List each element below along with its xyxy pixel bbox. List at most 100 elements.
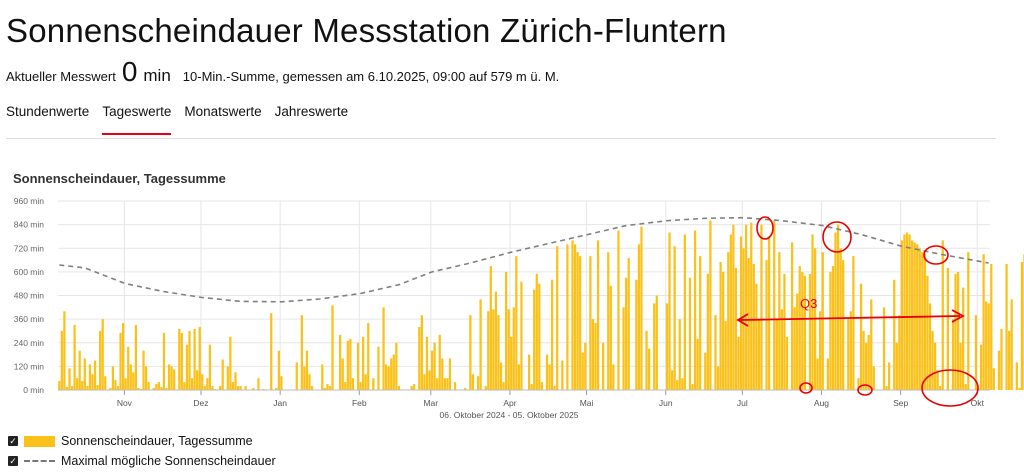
sunshine-bar <box>921 252 924 390</box>
sunshine-bar <box>849 311 852 390</box>
sunshine-bar <box>190 378 194 390</box>
sunshine-bar <box>382 307 385 390</box>
sunshine-bar <box>499 362 503 390</box>
sunshine-bar <box>303 366 306 390</box>
sunshine-bar <box>109 388 112 390</box>
sunshine-bar <box>231 382 235 390</box>
sunshine-bar <box>410 386 413 390</box>
sunshine-bar <box>476 376 480 390</box>
sunshine-bar <box>70 386 74 390</box>
sunshine-bar <box>234 372 237 390</box>
sunshine-bar <box>793 307 796 390</box>
sunshine-bar <box>221 359 224 390</box>
sunshine-bar <box>142 350 145 390</box>
sunshine-bar <box>609 285 612 390</box>
sunshine-bar <box>670 370 674 390</box>
sunshine-bar <box>655 295 658 390</box>
sunshine-bar <box>918 248 921 390</box>
checkbox-icon[interactable]: ✓ <box>8 456 18 466</box>
sunshine-bar <box>344 382 347 390</box>
sunshine-bar <box>114 380 117 390</box>
tab-jahreswerte[interactable]: Jahreswerte <box>274 104 349 119</box>
sunshine-bar <box>941 240 944 390</box>
sunshine-bar <box>951 319 955 390</box>
tab-monatswerte[interactable]: Monatswerte <box>184 104 262 119</box>
sunshine-bar <box>865 342 868 390</box>
sunshine-bar <box>196 370 199 390</box>
sunshine-bar <box>387 366 390 390</box>
sunshine-bar <box>91 374 94 390</box>
sunshine-bar <box>709 220 712 390</box>
sunshine-bar <box>512 307 515 390</box>
sunshine-bar <box>990 264 993 390</box>
sunshine-bar <box>678 319 681 390</box>
sunshine-bar <box>188 330 191 390</box>
x-tick-label: Feb <box>352 398 367 408</box>
sunshine-bar <box>982 254 985 390</box>
sunshine-bar <box>729 234 732 390</box>
sunshine-bar <box>581 352 584 390</box>
sunshine-bar <box>857 378 860 390</box>
sunshine-bar <box>923 254 927 390</box>
sunshine-bar <box>280 376 283 390</box>
sunshine-bar <box>867 334 870 390</box>
sunshine-bar <box>882 307 886 390</box>
x-tick-label: Okt <box>971 398 985 408</box>
sunshine-bar <box>739 236 743 390</box>
sunshine-bar <box>127 346 130 390</box>
sunshine-bar <box>119 332 122 390</box>
sunshine-bar <box>81 381 84 390</box>
sunshine-bar <box>964 384 967 390</box>
x-tick-label: Sep <box>893 398 908 408</box>
sunshine-bar <box>527 354 531 390</box>
sunshine-bar <box>160 387 163 390</box>
sunshine-bar <box>780 309 784 390</box>
sunshine-bar <box>487 311 490 390</box>
sunshine-bar <box>571 240 574 390</box>
sunshine-bar <box>219 386 222 390</box>
sunshine-bar <box>714 315 717 390</box>
x-tick-label: Jan <box>273 398 287 408</box>
y-tick-label: 0 min <box>23 385 44 395</box>
sunshine-bar <box>193 328 196 390</box>
sunshine-bar <box>910 240 914 390</box>
sunshine-bar <box>747 258 750 390</box>
sunshine-bar <box>617 230 620 390</box>
sunshine-bar <box>428 370 431 390</box>
sunshine-bar <box>349 338 352 390</box>
sunshine-bar <box>870 299 873 390</box>
tab-stundenwerte[interactable]: Stundenwerte <box>6 104 90 119</box>
sunshine-bar <box>93 360 97 390</box>
sunshine-bar <box>584 342 587 390</box>
sunshine-bar <box>683 234 686 390</box>
sunshine-bar <box>502 382 505 390</box>
tab-divider <box>6 138 996 139</box>
sunshine-bar <box>155 384 158 390</box>
sunshine-bar <box>162 332 166 390</box>
annotation-arrowhead-left <box>736 313 749 327</box>
sunshine-bar <box>908 234 911 390</box>
sunshine-bar <box>78 350 81 390</box>
sunshine-bar <box>790 242 794 390</box>
sunshine-bar <box>737 336 740 390</box>
sunshine-bar <box>985 301 988 390</box>
sunshine-bar <box>356 342 360 390</box>
annotation-circle <box>756 216 774 240</box>
tab-tageswerte[interactable]: Tageswerte <box>102 104 172 135</box>
sunshine-bar <box>755 283 758 390</box>
sunshine-bar <box>88 364 92 390</box>
annotation-arrowhead-right <box>951 309 965 323</box>
sunshine-bar <box>203 386 206 390</box>
sunshine-bar <box>530 384 533 390</box>
sunshine-bar <box>775 319 778 390</box>
legend-item-line[interactable]: ✓ Maximal mögliche Sonnenscheindauer <box>8 454 276 468</box>
sunshine-bar <box>165 388 168 390</box>
legend-item-bars[interactable]: ✓ Sonnenscheindauer, Tagessumme <box>8 434 253 448</box>
sunshine-bar <box>719 262 722 390</box>
sunshine-bar <box>438 334 441 390</box>
sunshine-bar <box>152 388 155 390</box>
sunshine-bar <box>607 252 610 390</box>
sunshine-bar <box>962 287 965 390</box>
checkbox-icon[interactable]: ✓ <box>8 436 18 446</box>
sunshine-bar <box>484 386 487 390</box>
